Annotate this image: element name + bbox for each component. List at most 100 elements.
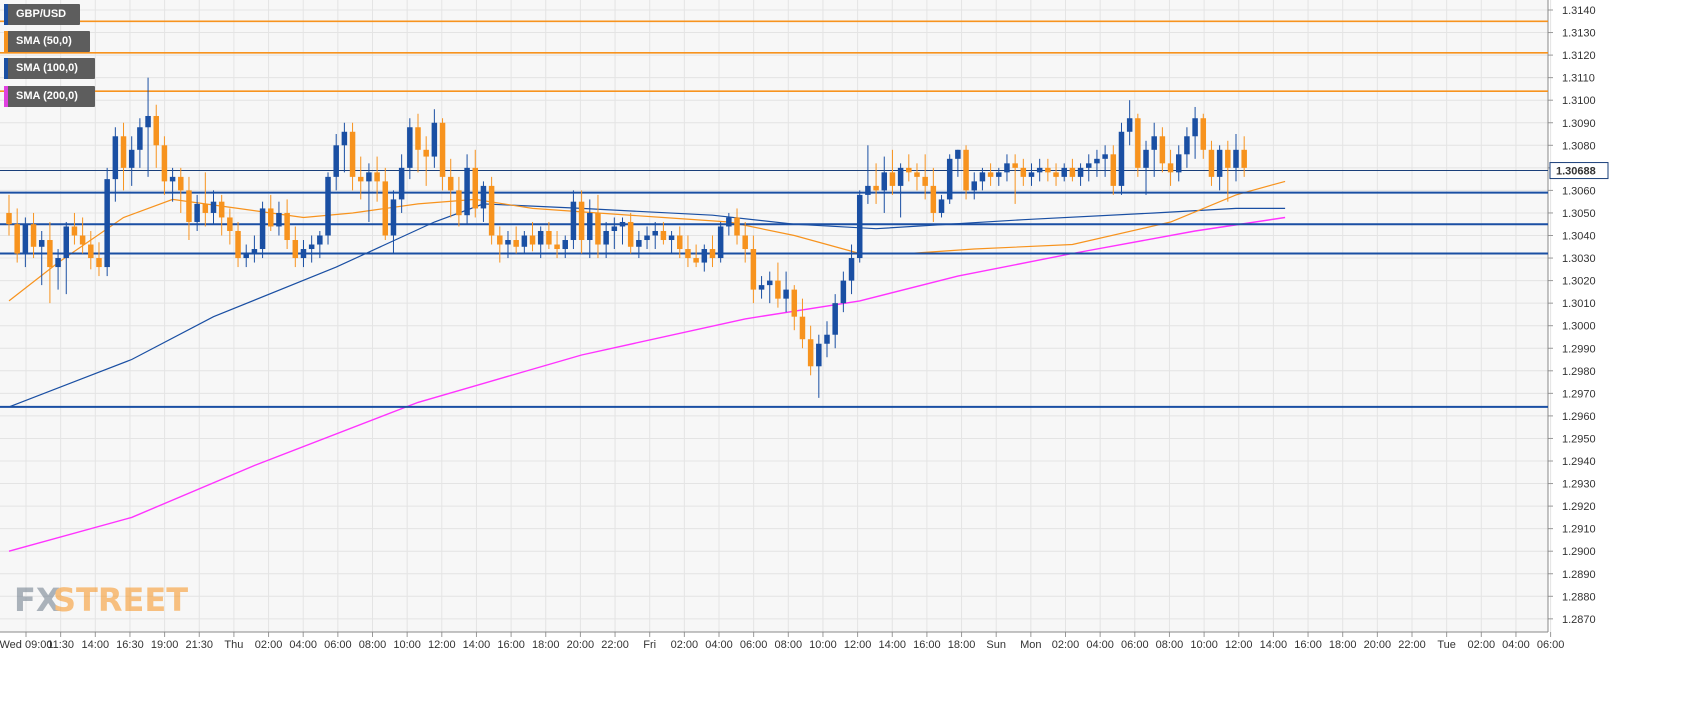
candle-body [63,226,70,259]
y-tick-label: 1.3090 [1562,118,1596,130]
candle-body [562,240,568,250]
legend-label: SMA (200,0) [16,90,78,102]
candle [488,176,495,245]
candle [1020,158,1027,186]
candle [1151,122,1157,177]
candle [505,230,511,259]
candle [357,156,364,200]
candle-body [807,339,814,367]
candle [464,154,470,225]
candle [906,154,912,182]
x-tick-label: Mon [1020,639,1041,651]
candle [717,221,724,263]
candle [374,156,380,202]
candle [766,271,773,304]
x-tick-label: 19:00 [151,639,179,651]
candle [333,134,339,191]
candle-body [873,185,879,191]
candle-body [1020,167,1027,177]
candle-body [251,249,258,254]
y-tick-label: 1.3060 [1562,185,1596,197]
candle-body [856,194,863,259]
candle [235,221,241,268]
legend-symbol[interactable]: GBP/USD [4,4,80,25]
legend-sma50[interactable]: SMA (50,0) [4,31,90,52]
candle [120,122,127,191]
x-tick-label: 08:00 [775,639,803,651]
candle-body [202,203,209,213]
y-axis: 1.3140 1.3130 1.3120 1.3110 1.3100 1.3090 1.30… [1548,5,1596,626]
candle-body [284,212,290,241]
candle-body [1135,118,1141,168]
candle [1061,163,1067,182]
candle [218,194,225,236]
y-tick-label: 1.2920 [1562,501,1596,513]
candle-body [775,280,781,299]
candle-body [914,172,920,177]
candle [497,226,503,263]
candle [1241,136,1247,177]
candle-body [120,136,127,168]
candle [1118,122,1125,195]
y-tick-label: 1.3140 [1562,5,1596,17]
candle-body [1102,154,1108,159]
candle [1036,158,1043,182]
candle [619,217,626,245]
legend-sma200[interactable]: SMA (200,0) [4,86,95,107]
candle-body [194,203,200,222]
candle [1126,100,1133,146]
candle-body [366,172,372,182]
candle [946,154,953,204]
candle-body [145,115,151,128]
candle [423,136,429,186]
candle-body [750,249,757,290]
candle [627,212,634,254]
candle-body [677,235,683,250]
candle-body [415,127,421,150]
y-tick-label: 1.2870 [1562,614,1596,626]
candle-body [472,167,479,209]
x-tick-label: 11:30 [47,639,74,651]
legend-sma100[interactable]: SMA (100,0) [4,58,95,79]
candle-body [1110,154,1117,186]
x-tick-label: 12:00 [844,639,872,651]
x-tick-label: 18:00 [1329,639,1357,651]
candle-body [1118,131,1125,186]
candle-body [6,212,12,225]
candle-body [603,230,609,245]
candle [317,230,323,259]
x-tick-label: 20:00 [1364,639,1392,651]
y-tick-label: 1.3050 [1562,208,1596,220]
candle [554,230,560,259]
candle-body [1028,172,1035,177]
candle-body [480,185,487,209]
candle [71,212,78,245]
y-tick-label: 1.2970 [1562,388,1596,400]
candle [734,208,740,245]
candle-body [300,249,307,259]
candle-body [112,136,119,180]
candle [1167,149,1174,186]
candle-body [55,258,61,268]
candle [251,235,258,263]
candle-body [96,258,102,268]
candle [816,334,822,398]
x-tick-label: 10:00 [809,639,837,651]
candle-body [897,167,904,186]
candle-body [317,235,323,245]
candle [824,321,830,358]
x-tick-label: 12:00 [1225,639,1253,651]
candle [55,249,61,290]
candle-body [726,217,732,227]
candle [14,208,20,263]
x-tick-label: Wed 09:00 [0,639,53,651]
x-tick-label: 14:00 [1260,639,1288,651]
candle-body [341,131,348,146]
candle-body [153,115,159,146]
legend-label: SMA (100,0) [16,62,78,74]
candle [987,163,994,186]
candle [562,235,568,259]
candle [63,221,70,295]
candle-body [537,230,544,245]
candle-body [906,167,912,173]
